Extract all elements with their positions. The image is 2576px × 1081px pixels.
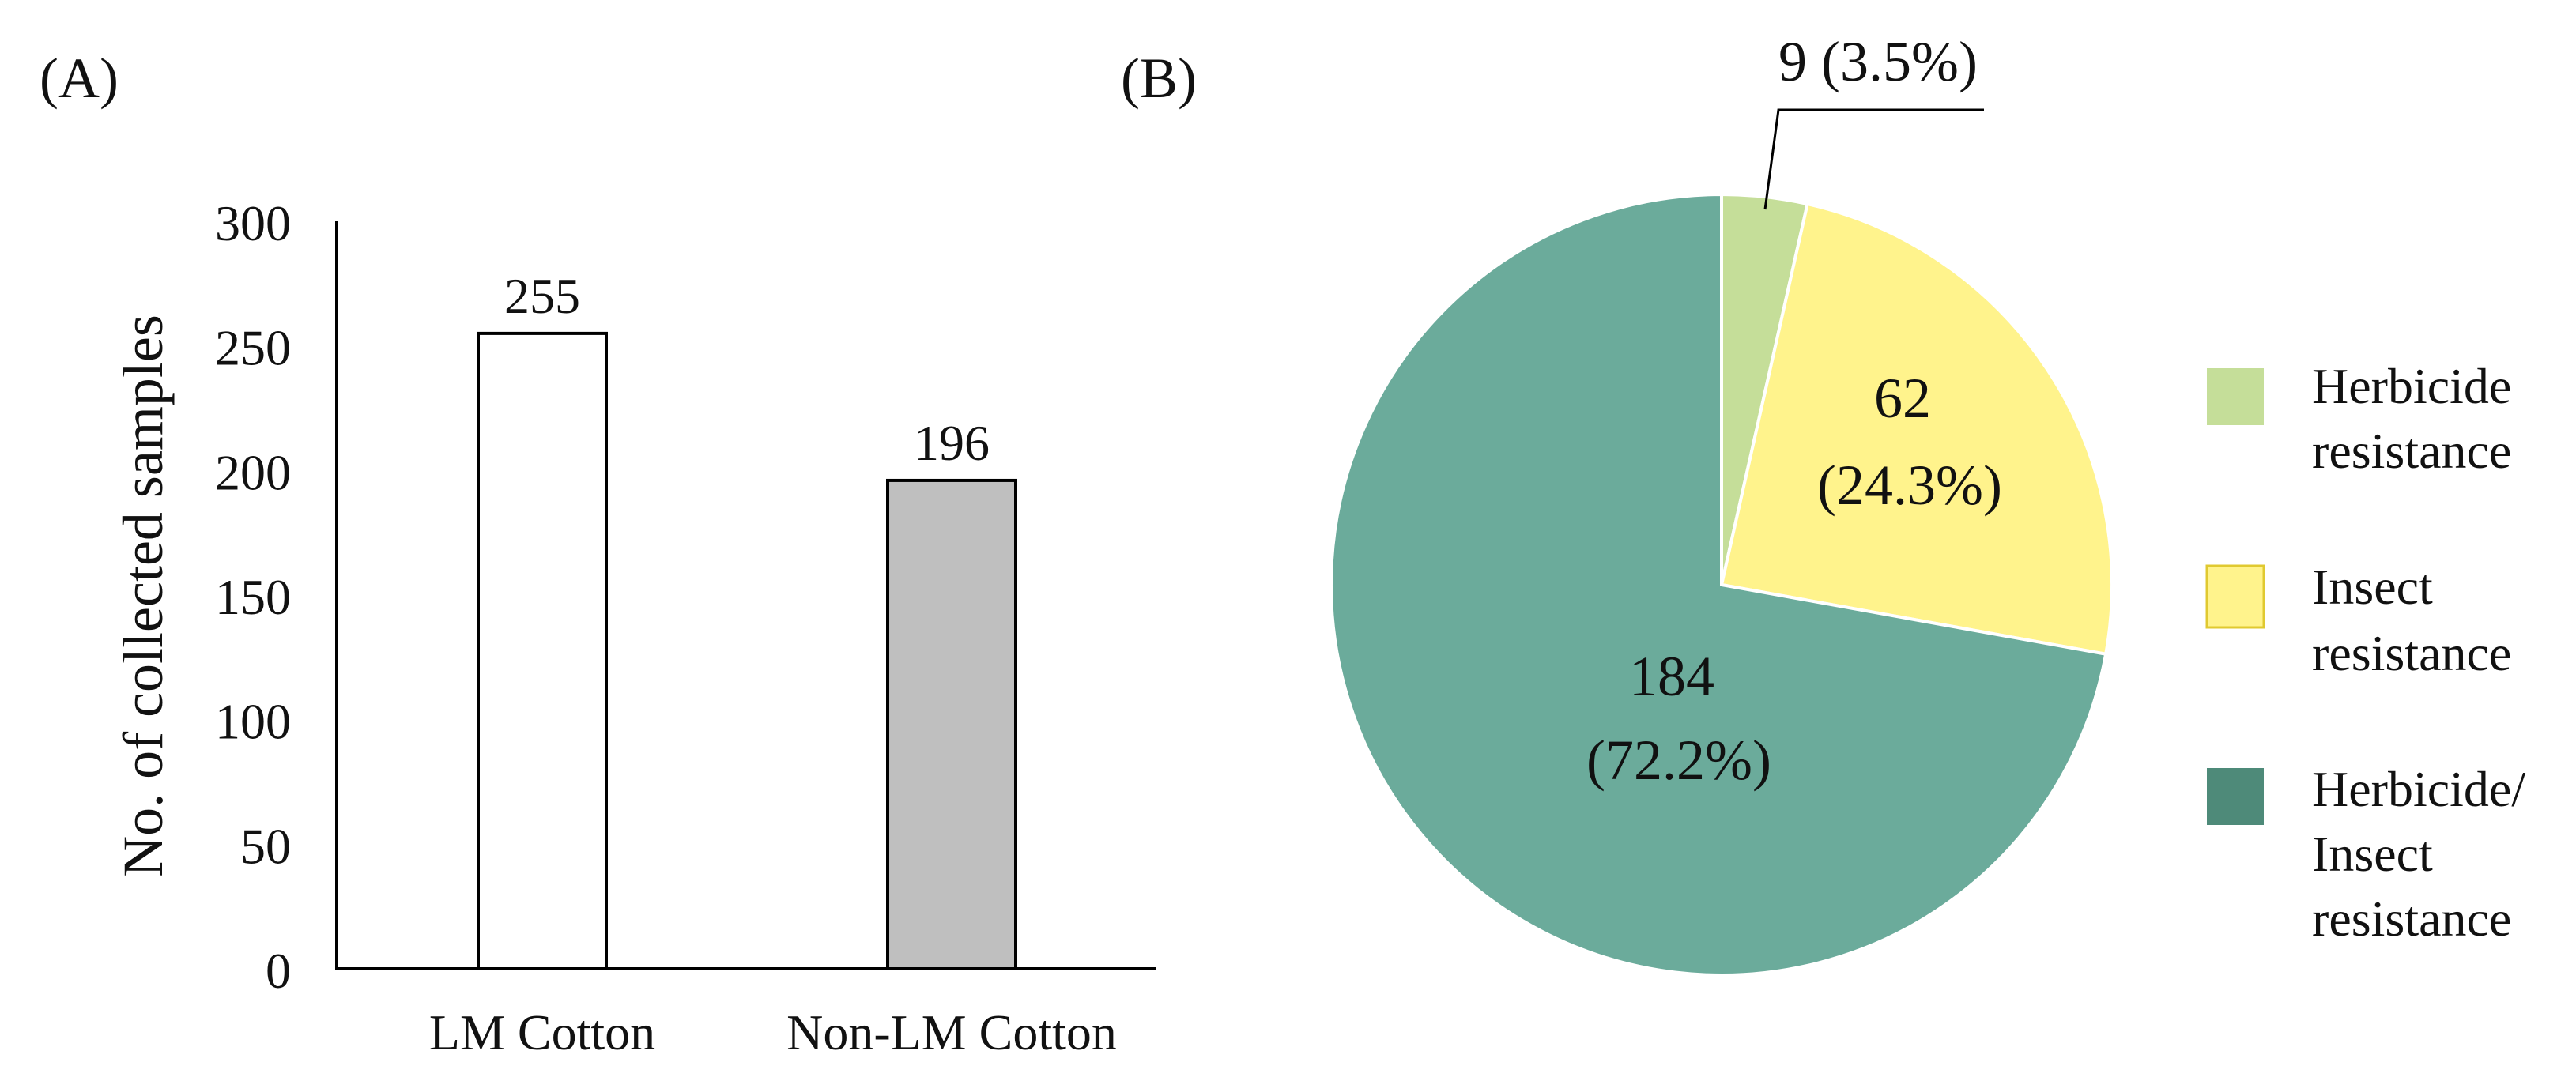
y-tick-label: 0 (266, 943, 291, 999)
slice-label-leader-line (1763, 108, 1984, 210)
slice-label-combined-percent: (72.2%) (1586, 729, 1771, 792)
pie-slice (1719, 202, 2114, 657)
bar-data-label: 255 (504, 268, 580, 324)
legend-label-insect: Insect resistance (2312, 559, 2511, 681)
y-tick-labels: 0 50 100 150 200 250 300 (215, 195, 291, 999)
y-tick-label: 50 (240, 818, 291, 874)
slice-label-insect: 62 (24.3%) (1817, 367, 2002, 517)
legend-swatch-combined (2207, 768, 2264, 825)
pie-legend: Herbicide resistance Insect resistance H… (2205, 358, 2538, 947)
bar-data-label: 196 (914, 415, 990, 471)
y-tick-label: 250 (215, 320, 291, 376)
bar-chart: 0 50 100 150 200 250 300 255 196 LM Cotton Non-L… (111, 195, 1156, 1060)
slice-label-insect-count: 62 (1874, 367, 1931, 430)
pie-slice (1329, 192, 2108, 977)
panel-b-label: (B) (1121, 47, 1197, 110)
y-tick-label: 200 (215, 444, 291, 500)
bar (886, 478, 1017, 970)
y-tick-label: 300 (215, 195, 291, 251)
bar (477, 331, 608, 970)
slice-label-herbicide: 9 (3.5%) (1778, 30, 1978, 93)
legend-swatch-herbicide (2207, 368, 2264, 425)
slice-label-insect-percent: (24.3%) (1817, 454, 2002, 517)
x-tick-labels: LM Cotton Non-LM Cotton (429, 1004, 1117, 1060)
panel-a-label: (A) (40, 47, 119, 110)
legend-label-combined: Herbicide/ Insect resistance (2312, 761, 2538, 947)
slice-label-combined: 184 (72.2%) (1586, 645, 1771, 792)
legend-label-herbicide: Herbicide resistance (2312, 358, 2524, 479)
bars (477, 331, 1017, 970)
legend-swatch-insect (2205, 564, 2265, 629)
x-tick-label: Non-LM Cotton (786, 1004, 1117, 1060)
y-axis-title: No. of collected samples (111, 315, 175, 877)
x-tick-label: LM Cotton (429, 1004, 655, 1060)
bar-data-labels: 255 196 (504, 268, 990, 471)
slice-label-combined-count: 184 (1629, 645, 1714, 708)
y-tick-label: 150 (215, 569, 291, 625)
pie-chart: 9 (3.5%) 62 (24.3%) 184 (72.2%) (1329, 30, 2114, 977)
pie-slices (1329, 192, 2114, 977)
y-tick-label: 100 (215, 694, 291, 750)
